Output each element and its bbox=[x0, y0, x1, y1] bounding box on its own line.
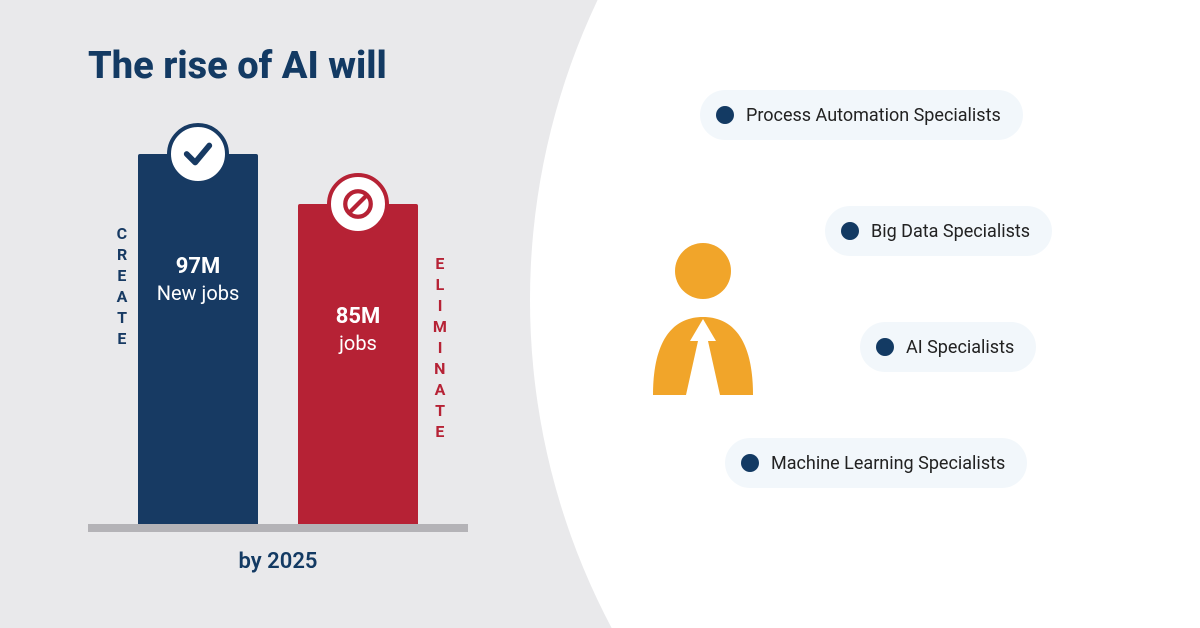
list-item: Big Data Specialists bbox=[825, 206, 1052, 256]
prohibit-icon-badge bbox=[327, 173, 389, 235]
list-item-label: Big Data Specialists bbox=[871, 221, 1030, 242]
list-item: Machine Learning Specialists bbox=[725, 438, 1027, 488]
bar-create: 97M New jobs bbox=[138, 154, 258, 524]
check-icon bbox=[181, 137, 215, 171]
bar-vlabel-eliminate: ELIMINATE bbox=[428, 254, 450, 443]
bullet-icon bbox=[876, 338, 894, 356]
prohibit-icon bbox=[341, 187, 375, 221]
bar-label: New jobs bbox=[157, 281, 240, 305]
page-title: The rise of AI will bbox=[88, 44, 387, 88]
bullet-icon bbox=[841, 222, 859, 240]
bar-value: 85M bbox=[336, 304, 381, 329]
bullet-icon bbox=[741, 454, 759, 472]
bar-eliminate: 85M jobs bbox=[298, 204, 418, 524]
jobs-bar-chart: CREATE 97M New jobs 85M jobs ELIMINATE b… bbox=[88, 140, 468, 580]
list-item: AI Specialists bbox=[860, 322, 1036, 372]
check-icon-badge bbox=[167, 123, 229, 185]
chart-caption: by 2025 bbox=[88, 549, 468, 574]
jobs-list: Process Automation Specialists Big Data … bbox=[610, 90, 1160, 568]
bullet-icon bbox=[716, 106, 734, 124]
bar-label: jobs bbox=[339, 331, 377, 355]
list-item-label: Process Automation Specialists bbox=[746, 105, 1001, 126]
list-item: Process Automation Specialists bbox=[700, 90, 1023, 140]
bar-value: 97M bbox=[176, 254, 221, 279]
list-item-label: Machine Learning Specialists bbox=[771, 453, 1005, 474]
infographic-canvas: The rise of AI will CREATE 97M New jobs … bbox=[0, 0, 1200, 628]
chart-baseline bbox=[88, 524, 468, 532]
bar-vlabel-create: CREATE bbox=[110, 224, 132, 350]
list-item-label: AI Specialists bbox=[906, 337, 1014, 358]
